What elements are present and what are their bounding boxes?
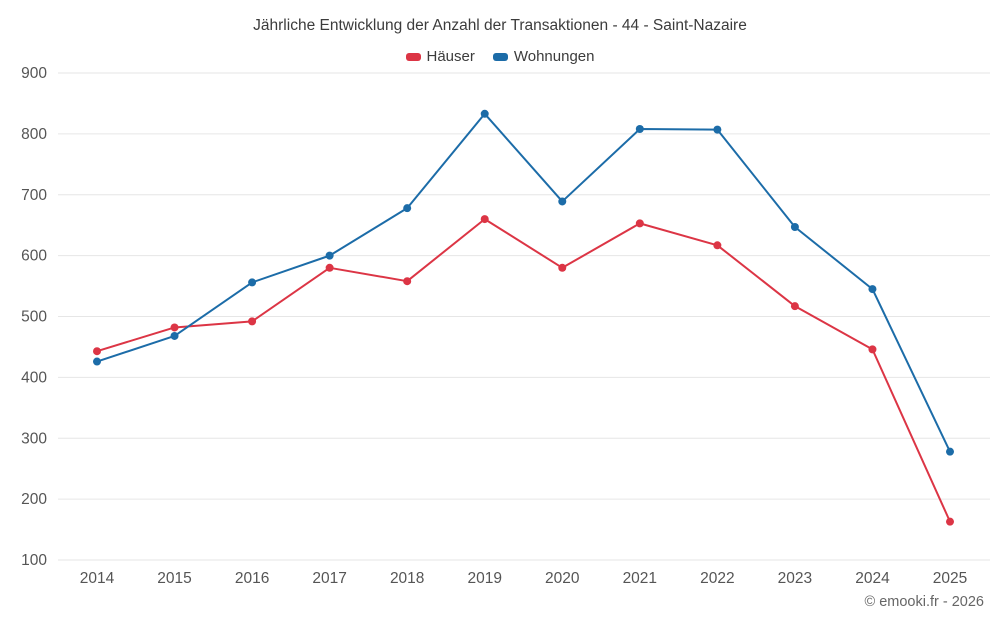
data-point-häuser-2014[interactable] xyxy=(93,347,101,356)
data-point-häuser-2020[interactable] xyxy=(558,263,567,272)
data-point-häuser-2016[interactable] xyxy=(248,317,257,326)
y-tick-label-200: 200 xyxy=(21,491,47,508)
y-tick-label-300: 300 xyxy=(21,430,47,447)
data-point-häuser-2023[interactable] xyxy=(790,302,799,311)
data-point-häuser-2015[interactable] xyxy=(170,323,179,332)
legend-label-haeuser: Häuser xyxy=(426,48,475,65)
data-point-häuser-2024[interactable] xyxy=(868,345,877,354)
y-tick-label-900: 900 xyxy=(21,65,47,82)
legend-marker-haeuser xyxy=(405,52,421,61)
x-tick-label-2020: 2020 xyxy=(545,570,580,587)
data-point-wohnungen-2017[interactable] xyxy=(325,251,334,260)
data-point-wohnungen-2016[interactable] xyxy=(248,278,257,287)
legend-item-haeuser[interactable]: Häuser xyxy=(405,48,475,65)
y-tick-label-800: 800 xyxy=(21,126,47,143)
y-tick-label-500: 500 xyxy=(21,309,47,326)
data-point-häuser-2022[interactable] xyxy=(713,241,722,250)
data-point-häuser-2017[interactable] xyxy=(325,263,334,272)
data-point-häuser-2025[interactable] xyxy=(946,517,954,526)
x-tick-label-2017: 2017 xyxy=(312,570,346,587)
data-point-wohnungen-2024[interactable] xyxy=(868,285,877,294)
data-point-wohnungen-2015[interactable] xyxy=(170,331,179,340)
series-line-häuser xyxy=(96,218,951,523)
y-tick-label-600: 600 xyxy=(21,248,47,265)
data-point-wohnungen-2025[interactable] xyxy=(946,447,954,456)
chart-title: Jährliche Entwicklung der Anzahl der Tra… xyxy=(253,17,747,34)
x-tick-label-2015: 2015 xyxy=(157,570,191,587)
data-point-häuser-2021[interactable] xyxy=(635,219,644,228)
data-point-häuser-2019[interactable] xyxy=(480,215,489,224)
x-tick-label-2023: 2023 xyxy=(778,570,812,587)
data-point-wohnungen-2022[interactable] xyxy=(713,125,722,134)
x-tick-label-2016: 2016 xyxy=(235,570,269,587)
data-point-häuser-2018[interactable] xyxy=(403,277,412,286)
legend-marker-wohnungen xyxy=(492,52,508,61)
series-line-wohnungen xyxy=(96,112,951,453)
x-tick-label-2025: 2025 xyxy=(933,570,967,587)
copyright: © emooki.fr - 2026 xyxy=(864,594,984,610)
data-point-wohnungen-2023[interactable] xyxy=(790,223,799,232)
y-tick-label-400: 400 xyxy=(21,369,47,386)
x-tick-label-2018: 2018 xyxy=(390,570,424,587)
data-point-wohnungen-2021[interactable] xyxy=(635,125,644,134)
x-tick-label-2024: 2024 xyxy=(855,570,890,587)
legend-item-wohnungen[interactable]: Wohnungen xyxy=(492,48,595,65)
data-point-wohnungen-2019[interactable] xyxy=(480,109,489,118)
x-tick-label-2021: 2021 xyxy=(623,570,657,587)
data-point-wohnungen-2020[interactable] xyxy=(558,197,567,206)
x-tick-label-2019: 2019 xyxy=(467,570,501,587)
data-point-wohnungen-2018[interactable] xyxy=(403,204,412,213)
x-tick-label-2014: 2014 xyxy=(80,570,115,587)
legend: Häuser Wohnungen xyxy=(0,48,1000,65)
y-tick-label-100: 100 xyxy=(21,552,47,569)
data-point-wohnungen-2014[interactable] xyxy=(93,357,101,366)
x-tick-label-2022: 2022 xyxy=(700,570,734,587)
y-tick-label-700: 700 xyxy=(21,187,47,204)
legend-label-wohnungen: Wohnungen xyxy=(513,48,595,65)
